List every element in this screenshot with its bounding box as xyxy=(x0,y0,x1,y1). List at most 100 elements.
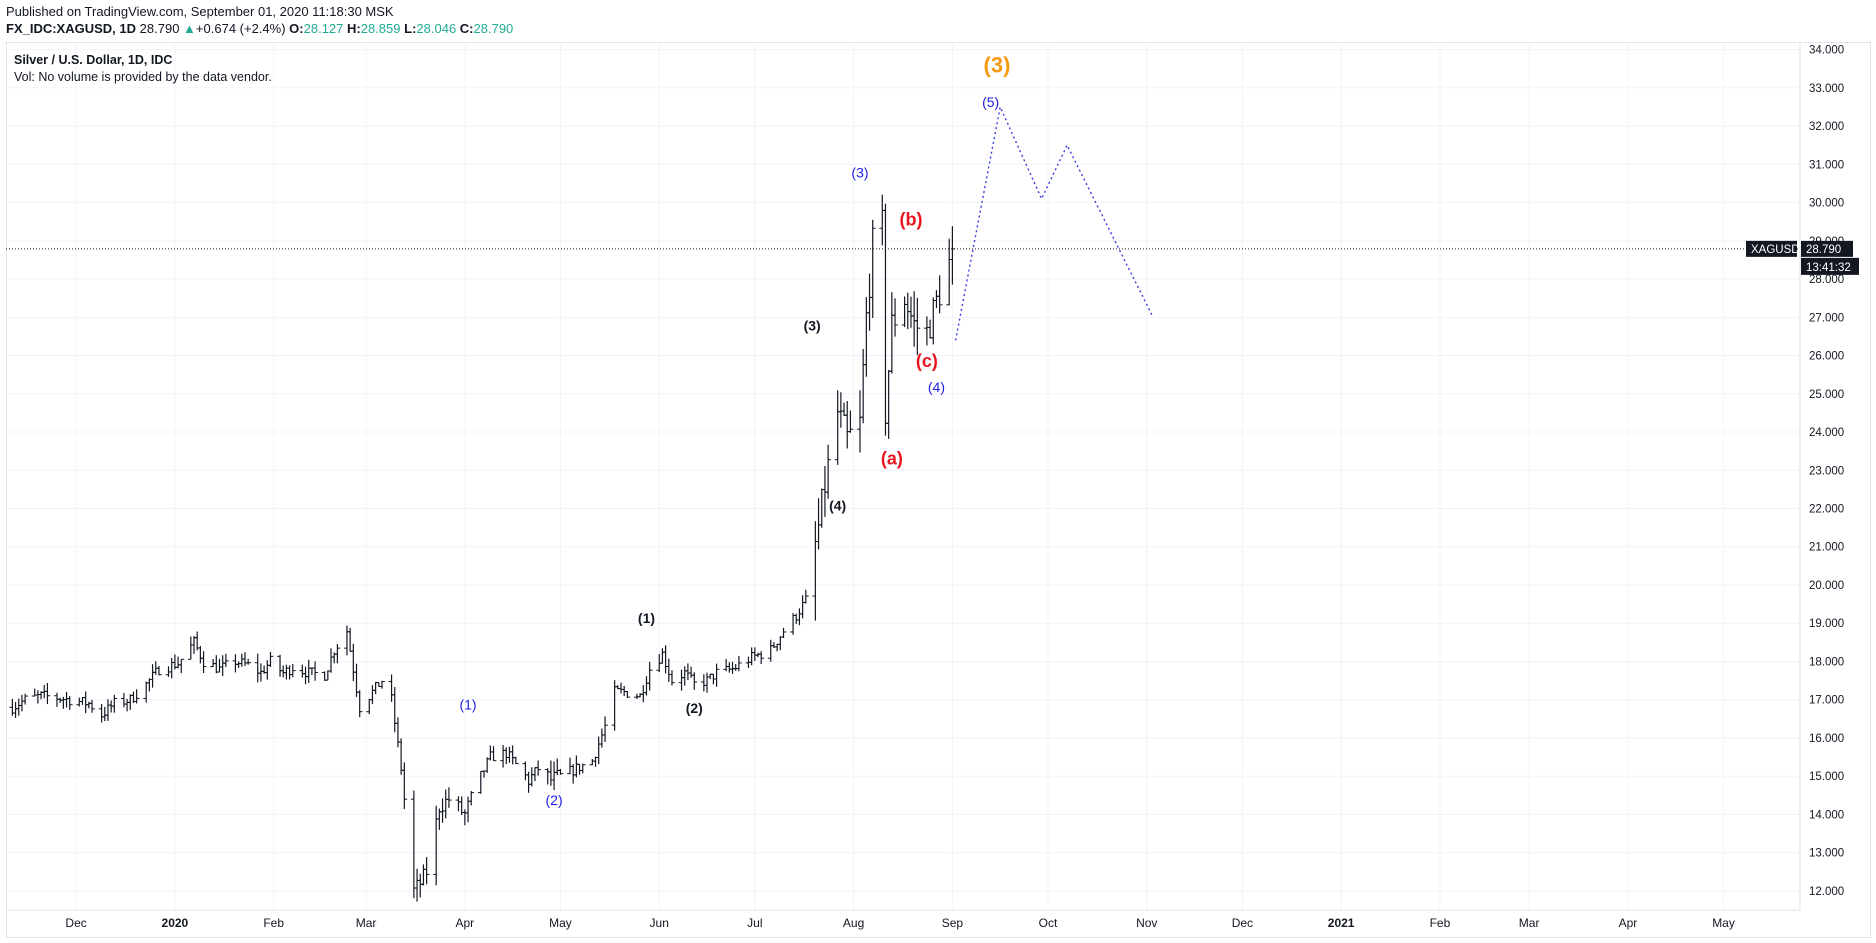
ohlc-bar xyxy=(347,627,354,652)
ohlc-bar xyxy=(187,636,194,660)
ohlc-bar xyxy=(305,659,312,683)
ohlc-bar xyxy=(509,745,516,765)
ohlc-bar xyxy=(863,297,870,377)
ohlc-bar xyxy=(914,297,921,356)
ohlc-bar xyxy=(554,758,561,776)
wave-label: (3) xyxy=(984,53,1011,78)
ohlc-bar xyxy=(34,690,41,704)
badge-countdown-bg xyxy=(1801,257,1859,275)
ohlc-bar xyxy=(611,680,618,731)
ohlc-bar xyxy=(685,663,691,681)
ohlc-bar xyxy=(528,767,535,787)
ohlc-bar xyxy=(468,791,475,806)
ohlc-bar xyxy=(242,652,248,667)
ohlc-bar xyxy=(924,316,930,346)
ohlc-bar xyxy=(277,654,283,677)
badge-countdown: 13:41:32 xyxy=(1806,262,1851,274)
ohlc-bar xyxy=(280,665,287,678)
wave-label: (c) xyxy=(916,351,938,371)
ohlc-bar xyxy=(101,706,108,722)
ohlc-bar xyxy=(299,664,306,678)
ohlc-bar xyxy=(350,643,357,682)
ohlc-bar xyxy=(175,656,181,669)
x-tick-label: Feb xyxy=(263,916,284,930)
ohlc-bar xyxy=(216,658,223,673)
ohlc-bar xyxy=(624,690,631,698)
ohlc-bar xyxy=(465,796,471,823)
ohlc-bar xyxy=(713,663,720,687)
ohlc-bar xyxy=(548,760,554,786)
wave-label: (1) xyxy=(638,610,655,626)
ohlc-bar xyxy=(665,658,672,682)
y-tick-label: 26.000 xyxy=(1809,351,1844,363)
chart-legend: Silver / U.S. Dollar, 1D, IDC Vol: No vo… xyxy=(14,52,272,86)
ohlc-bar xyxy=(936,275,943,314)
ohlc-bar xyxy=(589,759,596,766)
wave-label: (4) xyxy=(829,497,846,513)
ohlc-bar xyxy=(312,661,318,681)
low-value: 28.046 xyxy=(416,21,457,36)
high-label: H: xyxy=(347,21,361,36)
high-value: 28.859 xyxy=(360,21,401,36)
ohlc-bar xyxy=(197,646,204,664)
x-tick-label: Feb xyxy=(1430,916,1451,930)
ohlc-bar xyxy=(156,665,162,676)
ohlc-bar xyxy=(847,410,854,433)
ohlc-bar xyxy=(210,659,216,668)
ohlc-bar xyxy=(700,674,707,692)
ohlc-bar xyxy=(375,682,382,688)
ohlc-bar xyxy=(802,589,809,604)
wave-label: (2) xyxy=(686,700,703,716)
x-tick-label: Apr xyxy=(456,916,475,930)
ohlc-bar xyxy=(793,613,800,624)
ohlc-bar xyxy=(455,796,462,812)
y-tick-label: 27.000 xyxy=(1809,312,1844,324)
chart-frame[interactable] xyxy=(6,42,1871,938)
low-label: L: xyxy=(404,21,417,36)
y-tick-label: 17.000 xyxy=(1809,695,1844,707)
chart-header: Published on TradingView.com, September … xyxy=(6,3,513,37)
ohlc-bar xyxy=(777,636,784,651)
ohlc-bar xyxy=(446,787,452,808)
ohlc-bar xyxy=(238,653,245,667)
ohlc-bar xyxy=(812,521,819,621)
ohlc-bar xyxy=(860,349,867,424)
y-tick-label: 14.000 xyxy=(1809,809,1844,821)
last-price: 28.790 xyxy=(139,21,180,36)
y-tick-label: 32.000 xyxy=(1809,121,1844,133)
ohlc-bar xyxy=(105,699,111,722)
x-tick-label: May xyxy=(1712,916,1735,930)
ohlc-bars xyxy=(9,194,956,902)
ohlc-bar xyxy=(882,203,889,436)
ohlc-bar xyxy=(258,663,264,682)
ohlc-bar xyxy=(133,689,140,704)
ohlc-bar xyxy=(726,662,733,673)
ohlc-bar xyxy=(688,666,694,678)
ohlc-bar xyxy=(433,805,440,886)
wave-label: (a) xyxy=(881,449,903,469)
x-tick-label: Jun xyxy=(650,916,669,930)
ohlc-bar xyxy=(213,655,220,674)
ohlc-bar xyxy=(411,790,417,899)
ohlc-bar xyxy=(76,697,83,707)
ohlc-bar xyxy=(557,769,564,775)
ohlc-bar xyxy=(904,292,911,330)
ohlc-bar xyxy=(908,296,914,328)
badge-price-bg xyxy=(1801,240,1853,257)
ohlc-bar xyxy=(417,873,424,898)
ohlc-bar xyxy=(379,680,385,689)
ohlc-bar xyxy=(748,647,755,666)
ohlc-bar xyxy=(732,663,739,671)
ohlc-bar xyxy=(834,390,841,465)
ohlc-bar xyxy=(595,736,602,765)
ohlc-bar xyxy=(755,652,761,658)
ohlc-bar xyxy=(888,292,895,374)
x-tick-label: 2020 xyxy=(162,916,189,930)
ohlc-bar xyxy=(535,760,542,776)
ohlc-bar xyxy=(704,672,710,693)
ohlc-bar xyxy=(200,651,207,674)
grid-lines xyxy=(6,42,1800,910)
badge-symbol: XAGUSD xyxy=(1751,244,1800,256)
ohlc-bar xyxy=(191,636,197,654)
